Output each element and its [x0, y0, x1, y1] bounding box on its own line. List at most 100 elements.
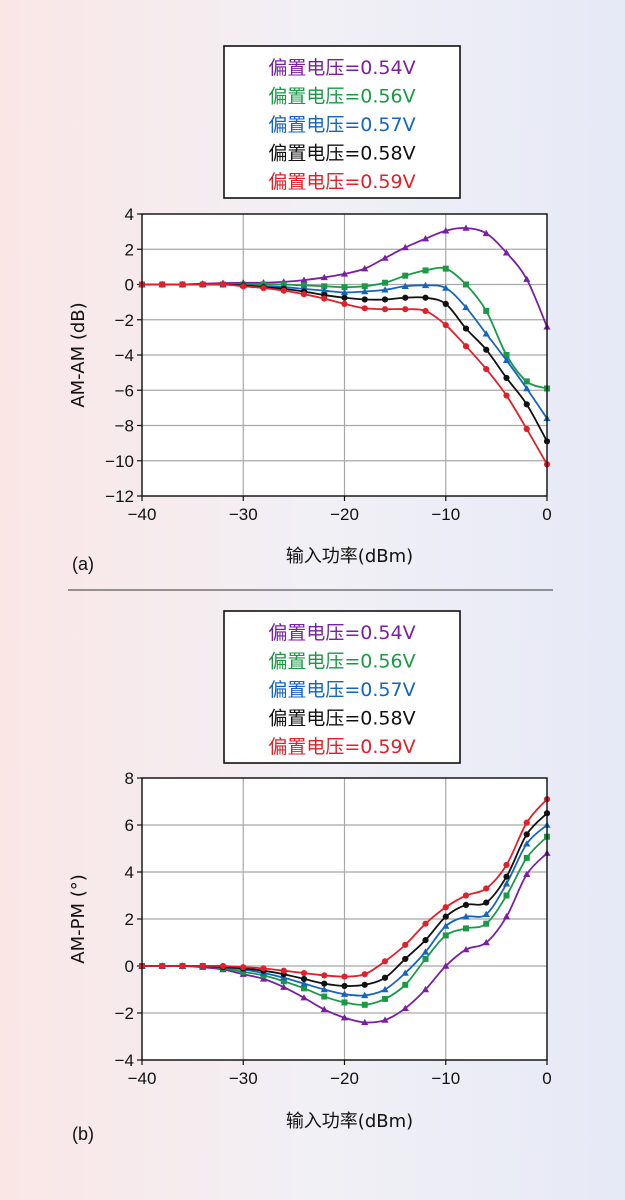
legend-entry: 偏置电压=0.57V: [268, 679, 415, 701]
x-tick-label: 0: [542, 505, 551, 524]
data-point: [340, 288, 349, 296]
data-point: [442, 962, 450, 969]
data-point: [361, 305, 368, 312]
data-point: [442, 913, 449, 920]
data-point: [300, 969, 308, 977]
data-point: [341, 294, 348, 301]
data-point: [259, 975, 268, 982]
panel-label: (b): [72, 1124, 94, 1144]
data-point: [260, 965, 267, 972]
data-point: [502, 880, 511, 887]
legend: 偏置电压=0.54V 偏置电压=0.56V 偏置电压=0.57V 偏置电压=0.58V…: [223, 610, 461, 764]
data-point: [402, 941, 409, 948]
data-point: [240, 283, 247, 290]
data-point: [341, 982, 348, 990]
data-point: [483, 307, 490, 314]
y-tick-label: 4: [125, 863, 134, 882]
data-point: [523, 275, 531, 282]
legend-entry: 偏置电压=0.56V: [268, 651, 415, 673]
x-axis-title: 输入功率(dBm): [286, 546, 413, 567]
data-point: [361, 1001, 368, 1008]
x-tick-label: −10: [431, 1069, 460, 1088]
data-point: [523, 840, 531, 847]
data-point: [422, 294, 429, 301]
y-tick-label: −2: [115, 311, 134, 330]
data-point: [402, 306, 409, 313]
legend-box: [223, 610, 461, 764]
data-point: [300, 276, 308, 283]
series-4: [138, 796, 551, 980]
legend: 偏置电压=0.54V 偏置电压=0.56V 偏置电压=0.57V 偏置电压=0.58V…: [223, 45, 461, 199]
data-point: [463, 281, 469, 288]
data-point: [483, 920, 490, 927]
data-point: [523, 854, 530, 861]
data-point: [381, 1016, 389, 1023]
data-point: [320, 273, 328, 281]
legend-entry: 偏置电压=0.54V: [268, 622, 415, 644]
data-point: [301, 985, 307, 992]
data-point: [300, 291, 308, 298]
y-axis-title: AM-AM (dB): [68, 302, 89, 407]
data-point: [341, 284, 348, 291]
data-point: [341, 300, 348, 307]
data-point: [321, 993, 328, 1000]
data-point: [482, 910, 490, 917]
data-point: [219, 962, 227, 970]
data-point: [381, 296, 389, 303]
data-point: [421, 281, 430, 289]
data-point: [280, 967, 287, 974]
y-tick-label: −4: [115, 1051, 134, 1070]
x-tick-label: 0: [542, 1069, 551, 1088]
data-point: [462, 913, 470, 920]
panel-label: (a): [72, 554, 94, 574]
data-point: [442, 321, 449, 329]
data-point: [402, 272, 409, 279]
y-tick-label: 4: [125, 205, 134, 224]
data-point: [442, 227, 450, 234]
data-point: [483, 346, 490, 353]
data-point: [280, 287, 287, 294]
data-point: [361, 287, 369, 295]
y-tick-label: −12: [105, 487, 134, 506]
data-point: [523, 384, 531, 392]
data-point: [179, 281, 186, 288]
data-point: [381, 974, 389, 981]
data-point: [199, 962, 206, 970]
y-tick-label: 6: [125, 816, 134, 835]
y-tick-label: −2: [115, 1004, 134, 1023]
data-point: [483, 899, 490, 906]
x-tick-label: −10: [431, 505, 460, 524]
legend-entry: 偏置电压=0.59V: [268, 736, 415, 758]
y-tick-label: 0: [125, 957, 134, 976]
data-point: [421, 985, 430, 993]
data-point: [401, 969, 409, 976]
data-point: [340, 1014, 349, 1021]
data-point: [320, 287, 328, 294]
data-point: [260, 284, 267, 292]
y-tick-label: −4: [115, 346, 134, 365]
data-point: [381, 306, 389, 313]
data-point: [321, 980, 328, 987]
data-point: [462, 901, 470, 909]
data-point: [361, 265, 369, 272]
y-tick-label: 8: [125, 769, 134, 788]
data-point: [361, 296, 368, 303]
data-point: [321, 283, 328, 290]
data-point: [341, 999, 348, 1006]
data-point: [442, 932, 449, 939]
data-point: [381, 254, 389, 261]
data-point: [422, 307, 429, 315]
data-point: [219, 281, 227, 288]
legend-entry: 偏置电压=0.56V: [268, 86, 415, 108]
legend-entry: 偏置电压=0.58V: [268, 143, 415, 165]
x-tick-label: −20: [330, 1069, 359, 1088]
legend-entry: 偏置电压=0.54V: [268, 57, 415, 79]
data-point: [361, 991, 369, 999]
data-point: [402, 955, 409, 963]
y-tick-label: −10: [105, 452, 134, 471]
data-point: [382, 279, 388, 286]
data-point: [321, 295, 328, 302]
data-point: [381, 286, 389, 293]
data-point: [340, 990, 349, 997]
